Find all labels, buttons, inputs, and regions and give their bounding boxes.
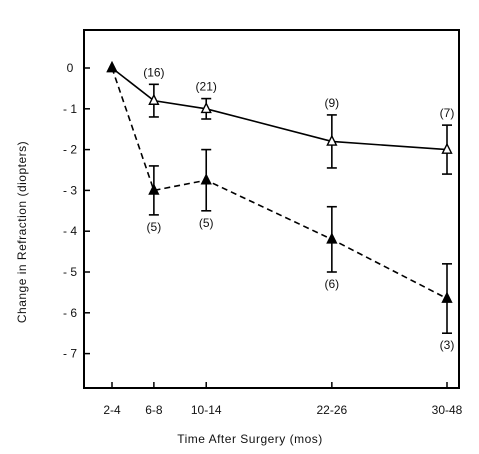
data-point-marker bbox=[200, 173, 212, 185]
y-tick-label: - 4 bbox=[63, 224, 77, 238]
sample-size-label: (3) bbox=[440, 338, 455, 352]
sample-size-label: (7) bbox=[440, 106, 455, 120]
y-tick-label: - 5 bbox=[63, 265, 77, 279]
data-point-marker bbox=[148, 183, 160, 195]
series-line-solid bbox=[111, 67, 448, 151]
y-tick-label: - 2 bbox=[63, 143, 77, 157]
y-tick-label: 0 bbox=[67, 61, 74, 75]
data-point-marker bbox=[326, 134, 338, 146]
data-point-marker bbox=[148, 93, 160, 105]
x-tick-label: 2-4 bbox=[103, 403, 121, 417]
sample-size-label: (21) bbox=[196, 80, 217, 94]
y-tick-label: - 7 bbox=[63, 347, 77, 361]
y-tick-label: - 3 bbox=[63, 183, 77, 197]
x-tick-label: 6-8 bbox=[145, 403, 163, 417]
y-axis-title: Change in Refraction (diopters) bbox=[15, 141, 29, 323]
series-layer bbox=[106, 61, 453, 335]
sample-size-label: (16) bbox=[143, 65, 164, 79]
y-tick-label: - 1 bbox=[63, 102, 77, 116]
data-point-marker bbox=[106, 61, 118, 73]
data-point-marker bbox=[441, 142, 453, 154]
data-point-marker bbox=[326, 232, 338, 244]
data-point-marker bbox=[441, 291, 453, 303]
sample-size-labels: (16) (21) (9) (7) (5) (5) (6) (3) bbox=[143, 65, 454, 352]
data-point-marker bbox=[200, 101, 212, 114]
plot-frame bbox=[83, 29, 460, 389]
x-axis-ticks: 2-4 6-8 10-14 22-26 30-48 bbox=[103, 382, 463, 417]
x-tick-label: 22-26 bbox=[316, 403, 347, 417]
sample-size-label: (6) bbox=[325, 277, 340, 291]
sample-size-label: (9) bbox=[325, 96, 340, 110]
y-tick-label: - 6 bbox=[63, 306, 77, 320]
y-axis-ticks: 0 - 1 - 2 - 3 - 4 - 5 - 6 - 7 bbox=[63, 61, 90, 361]
sample-size-label: (5) bbox=[199, 216, 214, 230]
sample-size-label: (5) bbox=[147, 220, 162, 234]
x-tick-label: 30-48 bbox=[432, 403, 463, 417]
x-tick-label: 10-14 bbox=[191, 403, 222, 417]
x-axis-title: Time After Surgery (mos) bbox=[177, 432, 323, 446]
